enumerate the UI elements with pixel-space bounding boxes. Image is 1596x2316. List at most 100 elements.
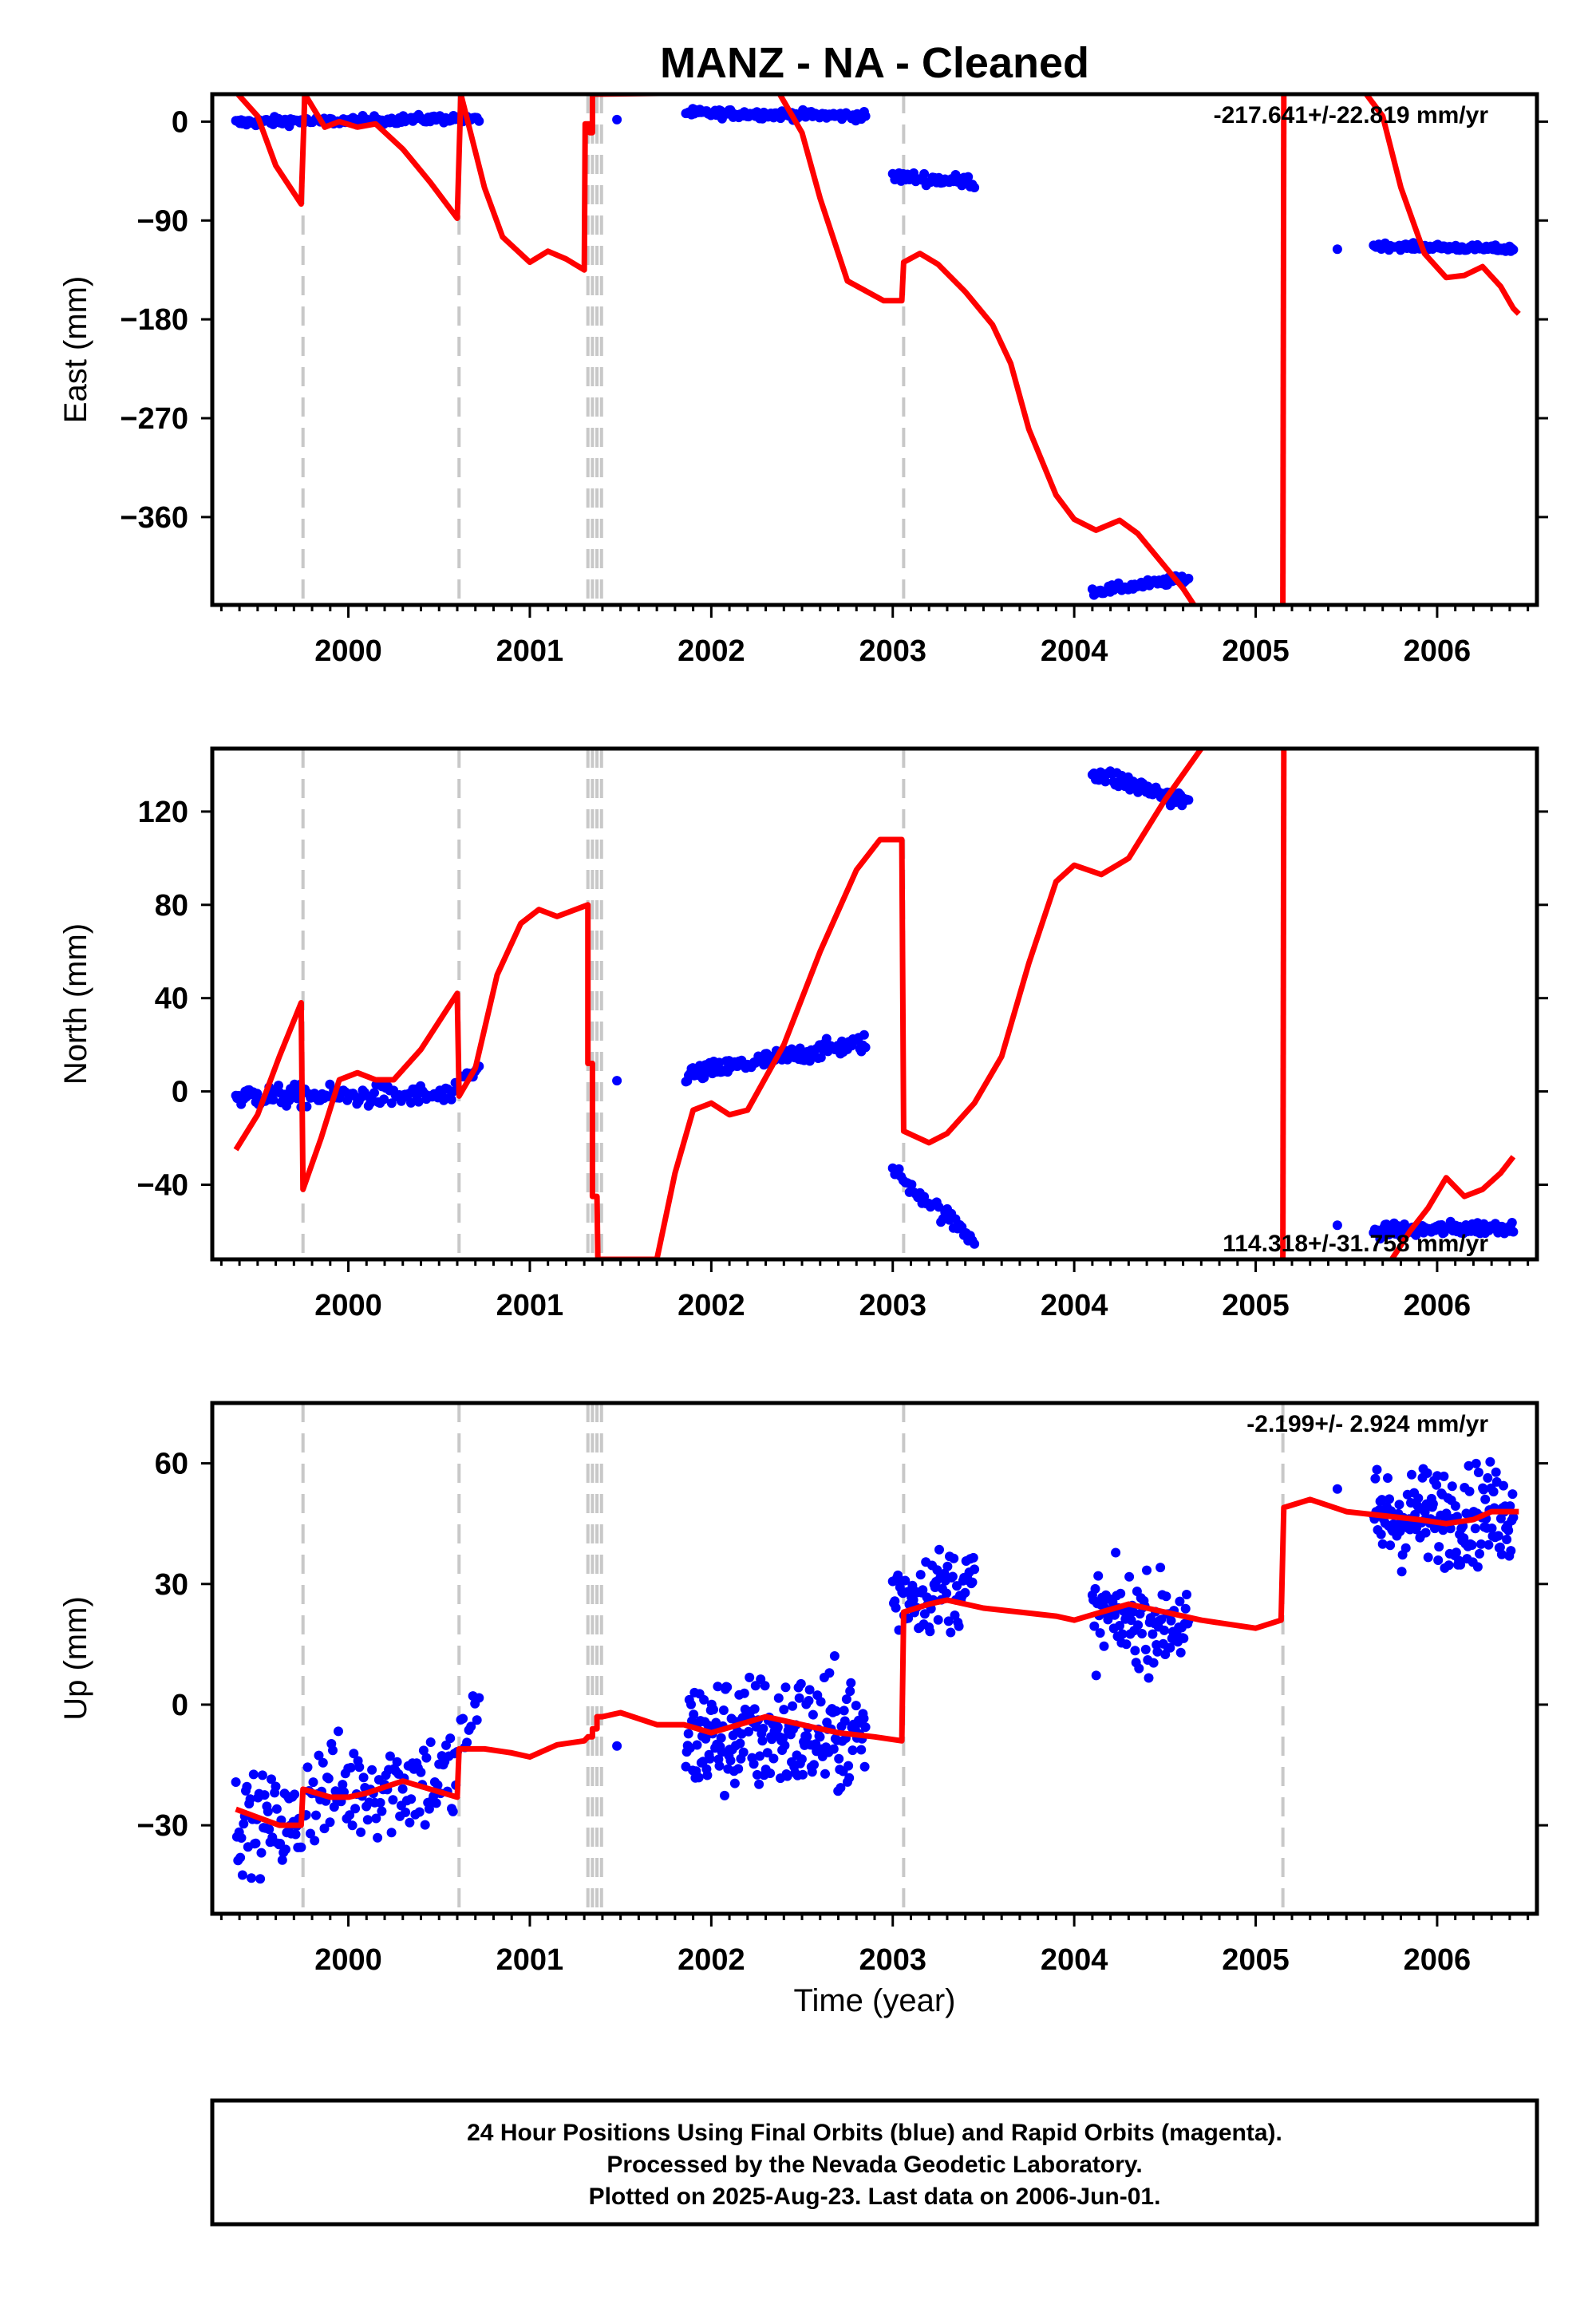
data-point	[448, 1806, 458, 1816]
data-point	[744, 1726, 754, 1737]
data-point	[472, 1715, 482, 1725]
data-point	[768, 1753, 779, 1764]
data-point	[466, 1721, 476, 1732]
data-point	[1383, 1473, 1393, 1483]
data-point	[248, 1769, 259, 1780]
x-tick-label: 2006	[1404, 1289, 1472, 1322]
data-point	[788, 1701, 798, 1711]
data-point	[1165, 1642, 1175, 1653]
data-point	[693, 1773, 704, 1783]
data-point	[844, 1773, 855, 1783]
x-tick-label: 2002	[678, 1289, 745, 1322]
data-point	[231, 1777, 241, 1787]
data-point	[1493, 1531, 1503, 1541]
data-point	[474, 116, 484, 126]
data-point	[350, 1804, 361, 1814]
model-line	[1362, 94, 1521, 316]
data-point	[954, 1621, 964, 1631]
y-tick-label: −30	[137, 1809, 188, 1843]
data-point	[802, 1731, 812, 1741]
data-point	[1507, 1489, 1518, 1500]
data-point	[841, 1694, 851, 1705]
data-point	[1467, 1540, 1477, 1550]
y-axis-label: East (mm)	[58, 276, 93, 423]
data-point	[1099, 1641, 1109, 1651]
data-point	[932, 1565, 942, 1575]
data-point	[1148, 1629, 1158, 1639]
data-point	[1152, 1646, 1163, 1657]
data-point	[1471, 1458, 1481, 1468]
data-point	[851, 1701, 861, 1711]
data-point	[762, 1748, 772, 1758]
data-point	[1089, 1621, 1100, 1631]
data-point	[1503, 1525, 1514, 1535]
data-point	[970, 183, 980, 192]
x-tick-label: 2004	[1041, 1289, 1108, 1322]
data-point	[967, 1577, 978, 1587]
data-point	[843, 1761, 854, 1771]
y-tick-label: 60	[155, 1448, 188, 1481]
data-point	[765, 1769, 776, 1778]
data-point	[699, 1694, 709, 1705]
x-tick-label: 2002	[678, 1943, 745, 1977]
data-point	[346, 1762, 356, 1773]
data-point	[1376, 1529, 1386, 1539]
data-point	[1183, 795, 1194, 805]
data-point	[345, 1810, 355, 1820]
x-tick-label: 2005	[1222, 1943, 1290, 1977]
data-point	[445, 1733, 456, 1744]
data-point	[306, 1828, 315, 1839]
data-point	[1372, 1464, 1382, 1475]
data-point	[371, 1813, 381, 1824]
data-point	[277, 1855, 287, 1865]
data-point	[794, 1693, 804, 1703]
data-point	[1385, 1494, 1394, 1504]
data-point	[325, 1817, 335, 1828]
data-point	[846, 1678, 856, 1688]
data-point	[267, 1774, 276, 1784]
data-point	[970, 1239, 980, 1249]
data-point	[1496, 1549, 1507, 1559]
data-point	[907, 1180, 917, 1190]
data-point	[1111, 1547, 1121, 1558]
data-point	[413, 1097, 424, 1107]
data-point	[942, 1588, 952, 1599]
model-line	[1389, 1155, 1516, 1259]
data-point	[314, 1750, 324, 1761]
data-point	[1444, 1560, 1454, 1571]
model-line	[1280, 749, 1287, 1259]
y-tick-label: 0	[172, 1076, 188, 1109]
footer-line-2: Processed by the Nevada Geodetic Laborat…	[606, 2152, 1142, 2178]
y-tick-label: 80	[155, 889, 188, 923]
plot-frame	[210, 1401, 1539, 1916]
data-point	[780, 1682, 791, 1693]
data-point	[859, 1761, 870, 1772]
data-point	[970, 1564, 980, 1575]
x-tick-label: 2003	[859, 1289, 926, 1322]
data-point	[767, 1734, 777, 1745]
data-point	[237, 1870, 247, 1880]
data-point	[701, 1733, 711, 1744]
data-point	[1479, 1484, 1489, 1495]
data-point	[431, 1798, 441, 1808]
y-tick-label: −90	[137, 204, 188, 238]
data-point	[760, 1681, 770, 1691]
data-point	[375, 1797, 385, 1808]
x-tick-label: 2002	[678, 634, 745, 668]
data-point	[860, 1042, 871, 1053]
model-line	[233, 749, 1204, 1259]
x-tick-label: 2000	[314, 634, 382, 668]
x-tick-label: 2004	[1041, 634, 1108, 668]
data-point	[1422, 1468, 1432, 1478]
data-point	[752, 1769, 762, 1780]
data-point	[939, 1568, 950, 1579]
model-line	[1280, 94, 1287, 605]
data-point	[908, 1595, 918, 1605]
data-point	[296, 1842, 306, 1852]
data-point	[796, 1754, 807, 1765]
data-point	[354, 1762, 365, 1773]
data-point	[347, 1820, 358, 1831]
data-point	[1473, 1468, 1483, 1477]
plot-frame	[210, 92, 1539, 607]
